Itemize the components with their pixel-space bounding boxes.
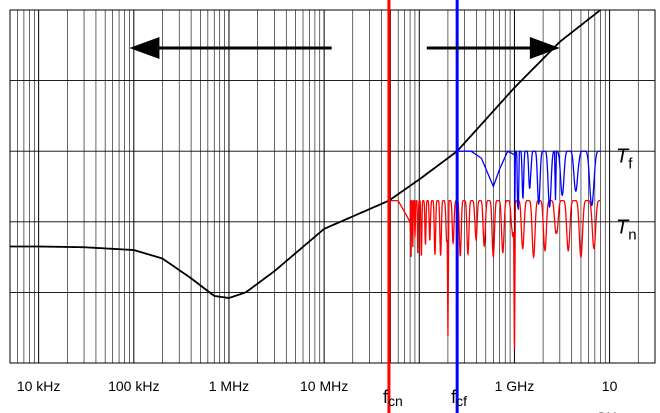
- direction-arrows: [129, 37, 560, 59]
- curve-label-far-end: Tf: [616, 146, 633, 173]
- plot-frame: [9, 9, 656, 364]
- x-tick-label: 10: [602, 378, 618, 394]
- minor-grid: [9, 10, 656, 363]
- series-upper-bound: [10, 9, 601, 299]
- series-far-end: [418, 150, 601, 210]
- marker-lines: [387, 0, 459, 413]
- curve-label-near-end: Tn: [616, 216, 637, 243]
- curves: [10, 9, 601, 349]
- arrow-head-left: [129, 37, 160, 59]
- x-tick-labels: 10 kHz 100 kHz 1 MHz 10 MHz 1 GHz 10 GHz: [17, 378, 624, 413]
- marker-labels: fcn fcf: [383, 387, 467, 409]
- arrow-head-right: [529, 37, 560, 59]
- x-tick-label-overflow: GHz: [596, 409, 624, 413]
- major-grid: [10, 10, 655, 363]
- plot-border: [9, 9, 656, 364]
- x-tick-label: 10 kHz: [17, 378, 61, 394]
- x-tick-label: 1 GHz: [495, 378, 535, 394]
- x-tick-label: 10 MHz: [300, 378, 348, 394]
- x-tick-label: 1 MHz: [209, 378, 249, 394]
- marker-label-f-cn: fcn: [383, 387, 403, 409]
- series-near-end: [323, 199, 601, 349]
- curve-labels: Tf Tn: [616, 146, 637, 244]
- x-tick-label: 100 kHz: [108, 378, 159, 394]
- marker-label-f-cf: fcf: [451, 387, 467, 409]
